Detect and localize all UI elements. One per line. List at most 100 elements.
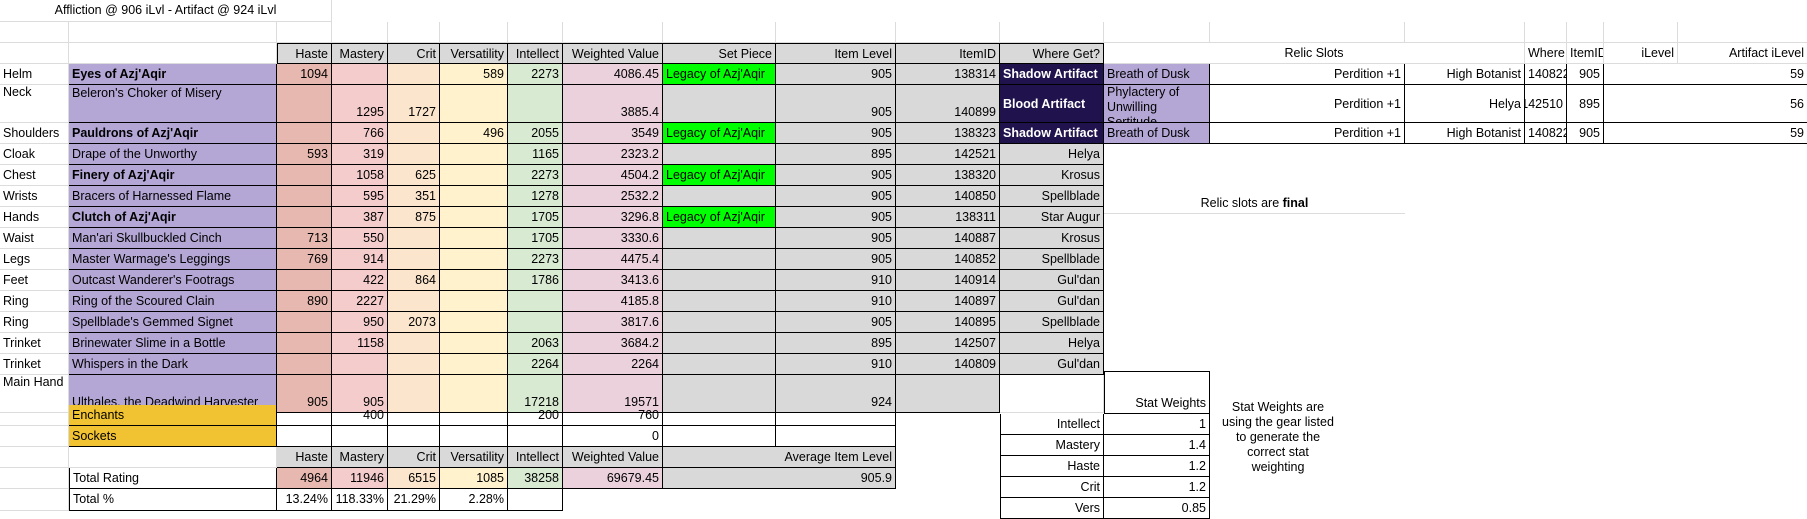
stat-haste[interactable]: 1094	[277, 64, 332, 85]
where-get[interactable]: Helya	[1000, 144, 1104, 165]
empty-cell[interactable]	[0, 426, 69, 447]
set-piece[interactable]	[663, 291, 776, 312]
item-id[interactable]: 140850	[896, 186, 1000, 207]
relic-itemid[interactable]: 142510	[1525, 85, 1567, 123]
header-crit[interactable]: Crit	[388, 43, 440, 64]
item-level[interactable]: 895	[776, 144, 896, 165]
stat-wv[interactable]: 3330.6	[563, 228, 663, 249]
empty-cell[interactable]	[508, 489, 563, 511]
item-name[interactable]: Master Warmage's Leggings	[69, 249, 277, 270]
stat-weight-name[interactable]: Mastery	[1000, 435, 1104, 456]
empty-cell[interactable]	[69, 22, 277, 43]
where-get[interactable]: Spellblade	[1000, 312, 1104, 333]
summary-header[interactable]: Crit	[388, 447, 440, 468]
stat-weight-name[interactable]: Haste	[1000, 456, 1104, 477]
extras-crit[interactable]	[388, 426, 440, 447]
pct-mastery[interactable]: 118.33%	[332, 489, 388, 511]
stat-crit[interactable]	[388, 375, 440, 413]
stat-haste[interactable]: 890	[277, 291, 332, 312]
empty-cell[interactable]	[1525, 22, 1567, 43]
set-piece[interactable]: Legacy of Azj'Aqir	[663, 64, 776, 85]
empty-cell[interactable]	[0, 489, 69, 511]
empty-cell[interactable]	[776, 405, 896, 426]
extras-vers[interactable]	[440, 426, 508, 447]
total-wv[interactable]: 69679.45	[563, 468, 663, 489]
empty-cell[interactable]	[563, 22, 663, 43]
stat-wv[interactable]: 4086.45	[563, 64, 663, 85]
stat-haste[interactable]: 713	[277, 228, 332, 249]
stat-vers[interactable]	[440, 270, 508, 291]
item-id[interactable]: 140899	[896, 85, 1000, 123]
slot-label[interactable]: Hands	[0, 207, 69, 228]
total-haste[interactable]: 4964	[277, 468, 332, 489]
where-get[interactable]: Spellblade	[1000, 186, 1104, 207]
set-piece[interactable]: Legacy of Azj'Aqir	[663, 123, 776, 144]
header-haste[interactable]: Haste	[277, 43, 332, 64]
item-id[interactable]: 142521	[896, 144, 1000, 165]
summary-header[interactable]: Mastery	[332, 447, 388, 468]
header-intellect[interactable]: Intellect	[508, 43, 563, 64]
stat-int[interactable]: 17218	[508, 375, 563, 413]
stat-haste[interactable]	[277, 207, 332, 228]
stat-crit[interactable]: 864	[388, 270, 440, 291]
item-name[interactable]: Pauldrons of Azj'Aqir	[69, 123, 277, 144]
stat-vers[interactable]: 589	[440, 64, 508, 85]
empty-cell[interactable]	[0, 468, 69, 489]
set-piece[interactable]	[663, 144, 776, 165]
empty-cell[interactable]	[69, 447, 277, 468]
relic-slots-header[interactable]: Relic Slots	[1104, 43, 1525, 64]
extras-wv[interactable]: 760	[563, 405, 663, 426]
empty-cell[interactable]	[1405, 22, 1525, 43]
relic-itemid[interactable]: 140822	[1525, 64, 1567, 85]
extras-int[interactable]	[508, 426, 563, 447]
item-name[interactable]: Man'ari Skullbuckled Cinch	[69, 228, 277, 249]
stat-wv[interactable]: 19571	[563, 375, 663, 413]
empty-cell[interactable]	[1104, 22, 1210, 43]
empty-cell[interactable]	[440, 22, 508, 43]
stat-mastery[interactable]: 905	[332, 375, 388, 413]
item-id[interactable]: 140887	[896, 228, 1000, 249]
set-piece[interactable]	[663, 312, 776, 333]
header-where-get-[interactable]: Where Get?	[1000, 43, 1104, 64]
stat-wv[interactable]: 4504.2	[563, 165, 663, 186]
stat-int[interactable]: 1165	[508, 144, 563, 165]
relic-where[interactable]: High Botanist	[1405, 64, 1525, 85]
empty-cell[interactable]	[1678, 22, 1807, 43]
empty-cell[interactable]	[1567, 22, 1604, 43]
empty-cell[interactable]	[0, 43, 69, 64]
relic-where[interactable]: High Botanist	[1405, 123, 1525, 144]
stat-wv[interactable]: 3684.2	[563, 333, 663, 354]
item-id[interactable]: 138314	[896, 64, 1000, 85]
relic-source[interactable]: Perdition +1	[1210, 123, 1405, 144]
empty-cell[interactable]	[663, 426, 776, 447]
header-item-level[interactable]: Item Level	[776, 43, 896, 64]
item-level[interactable]: 905	[776, 64, 896, 85]
empty-cell[interactable]	[0, 405, 69, 426]
slot-label[interactable]: Waist	[0, 228, 69, 249]
item-id[interactable]: 142507	[896, 333, 1000, 354]
relic-header-0[interactable]: Where Get?	[1525, 43, 1567, 64]
header-itemid[interactable]: ItemID	[896, 43, 1000, 64]
empty-cell[interactable]	[1210, 22, 1405, 43]
empty-cell[interactable]	[0, 22, 69, 43]
relic-ilvl[interactable]: 905	[1567, 123, 1604, 144]
where-get[interactable]: Krosus	[1000, 165, 1104, 186]
item-name[interactable]: Brinewater Slime in a Bottle	[69, 333, 277, 354]
stat-crit[interactable]: 351	[388, 186, 440, 207]
extras-wv[interactable]: 0	[563, 426, 663, 447]
stat-haste[interactable]	[277, 312, 332, 333]
avg-ilvl-label[interactable]: Average Item Level	[663, 447, 896, 468]
stat-int[interactable]	[508, 291, 563, 312]
extras-vers[interactable]	[440, 405, 508, 426]
slot-label[interactable]: Chest	[0, 165, 69, 186]
empty-cell[interactable]	[1000, 375, 1104, 413]
total-rating-label[interactable]: Total Rating	[69, 468, 277, 489]
summary-header[interactable]: Haste	[277, 447, 332, 468]
item-level[interactable]: 905	[776, 165, 896, 186]
item-name[interactable]: Spellblade's Gemmed Signet	[69, 312, 277, 333]
stat-mastery[interactable]: 766	[332, 123, 388, 144]
stat-haste[interactable]	[277, 186, 332, 207]
stat-wv[interactable]: 2264	[563, 354, 663, 375]
stat-int[interactable]: 2055	[508, 123, 563, 144]
where-get[interactable]: Star Augur	[1000, 207, 1104, 228]
